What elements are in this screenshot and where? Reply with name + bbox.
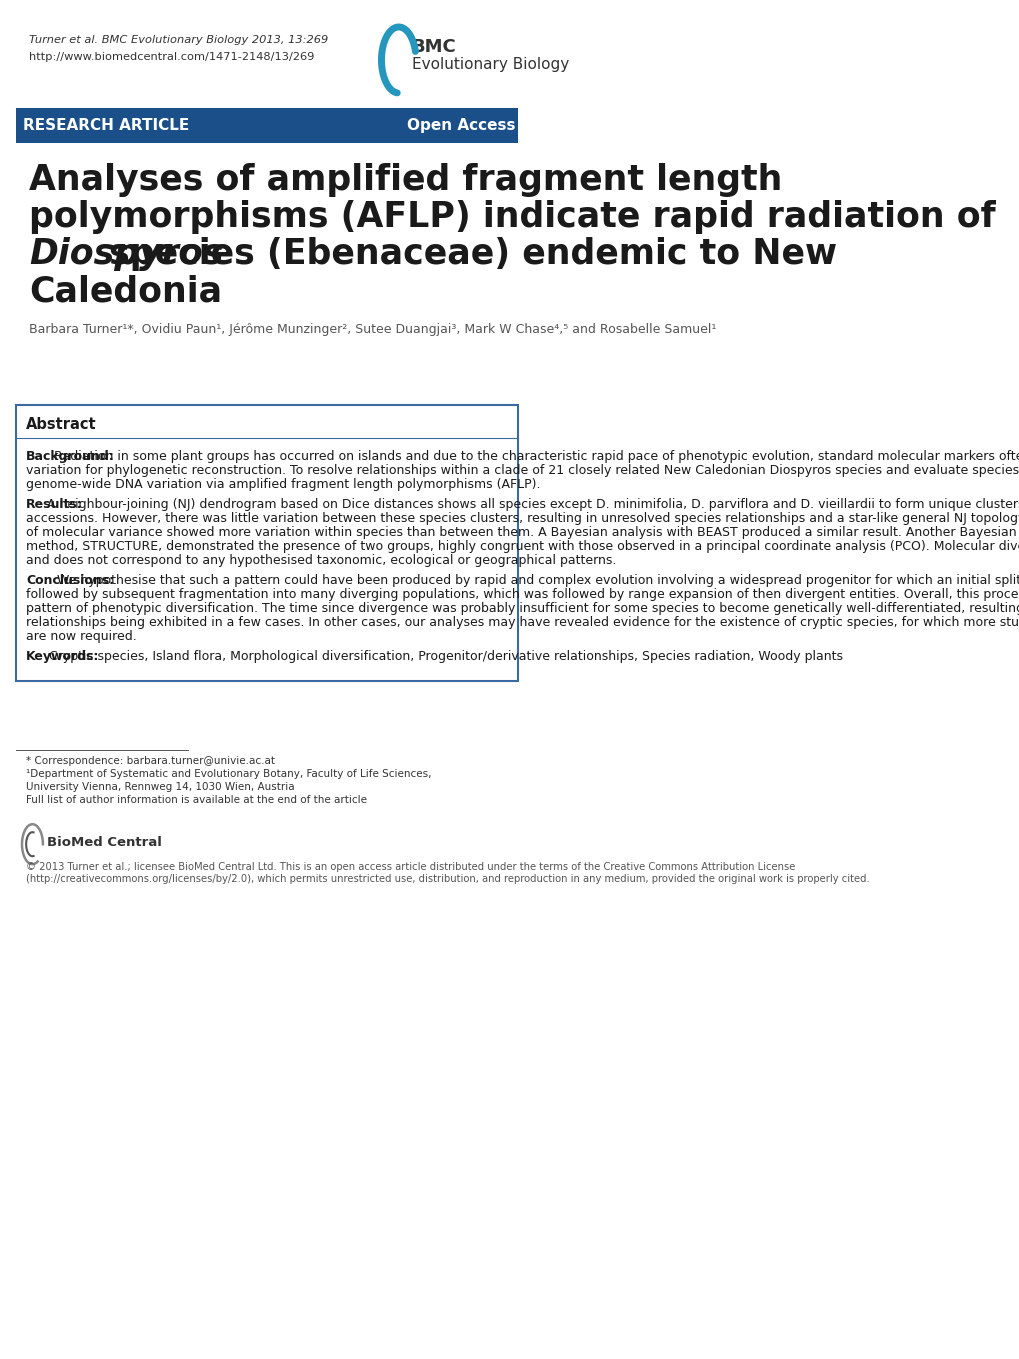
- Text: A neighbour-joining (NJ) dendrogram based on Dice distances shows all species ex: A neighbour-joining (NJ) dendrogram base…: [47, 499, 1019, 511]
- Text: University Vienna, Rennweg 14, 1030 Wien, Austria: University Vienna, Rennweg 14, 1030 Wien…: [26, 783, 294, 792]
- Text: BMC: BMC: [412, 38, 457, 56]
- Text: method, STRUCTURE, demonstrated the presence of two groups, highly congruent wit: method, STRUCTURE, demonstrated the pres…: [26, 540, 1019, 553]
- Text: variation for phylogenetic reconstruction. To resolve relationships within a cla: variation for phylogenetic reconstructio…: [26, 463, 1019, 477]
- Text: followed by subsequent fragmentation into many diverging populations, which was : followed by subsequent fragmentation int…: [26, 588, 1019, 601]
- Text: RESEARCH ARTICLE: RESEARCH ARTICLE: [23, 118, 190, 133]
- Text: of molecular variance showed more variation within species than between them. A : of molecular variance showed more variat…: [26, 526, 1019, 540]
- Text: ¹Department of Systematic and Evolutionary Botany, Faculty of Life Sciences,: ¹Department of Systematic and Evolutiona…: [26, 769, 431, 779]
- Bar: [15, 107, 518, 143]
- Text: Full list of author information is available at the end of the article: Full list of author information is avail…: [26, 795, 367, 805]
- Text: Turner et al. BMC Evolutionary Biology 2013, 13:269: Turner et al. BMC Evolutionary Biology 2…: [29, 35, 328, 45]
- Text: accessions. However, there was little variation between these species clusters, : accessions. However, there was little va…: [26, 512, 1019, 525]
- Text: Results:: Results:: [26, 499, 83, 511]
- Text: Background:: Background:: [26, 450, 115, 463]
- Text: We hypothesise that such a pattern could have been produced by rapid and complex: We hypothesise that such a pattern could…: [57, 575, 1019, 587]
- Text: Abstract: Abstract: [26, 417, 97, 432]
- Text: Keywords:: Keywords:: [26, 651, 100, 663]
- Text: Evolutionary Biology: Evolutionary Biology: [412, 57, 569, 72]
- Text: genome-wide DNA variation via amplified fragment length polymorphisms (AFLP).: genome-wide DNA variation via amplified …: [26, 477, 540, 491]
- Text: BioMed Central: BioMed Central: [47, 836, 162, 849]
- Text: pattern of phenotypic diversification. The time since divergence was probably in: pattern of phenotypic diversification. T…: [26, 602, 1019, 616]
- Text: © 2013 Turner et al.; licensee BioMed Central Ltd. This is an open access articl: © 2013 Turner et al.; licensee BioMed Ce…: [26, 862, 869, 883]
- Text: Open Access: Open Access: [407, 118, 516, 133]
- Text: and does not correspond to any hypothesised taxonomic, ecological or geographica: and does not correspond to any hypothesi…: [26, 553, 615, 567]
- Text: polymorphisms (AFLP) indicate rapid radiation of: polymorphisms (AFLP) indicate rapid radi…: [29, 200, 995, 234]
- Text: Diospyros: Diospyros: [29, 236, 223, 270]
- Text: * Correspondence: barbara.turner@univie.ac.at: * Correspondence: barbara.turner@univie.…: [26, 756, 275, 766]
- Text: Cryptic species, Island flora, Morphological diversification, Progenitor/derivat: Cryptic species, Island flora, Morpholog…: [49, 651, 843, 663]
- Text: species (Ebenaceae) endemic to New: species (Ebenaceae) endemic to New: [97, 236, 837, 270]
- Text: Caledonia: Caledonia: [29, 275, 222, 308]
- FancyBboxPatch shape: [15, 405, 518, 681]
- Text: Analyses of amplified fragment length: Analyses of amplified fragment length: [29, 163, 782, 197]
- Text: are now required.: are now required.: [26, 629, 137, 643]
- Text: http://www.biomedcentral.com/1471-2148/13/269: http://www.biomedcentral.com/1471-2148/1…: [29, 52, 314, 63]
- Text: Radiation in some plant groups has occurred on islands and due to the characteri: Radiation in some plant groups has occur…: [54, 450, 1019, 463]
- Text: Conclusions:: Conclusions:: [26, 575, 114, 587]
- Text: Barbara Turner¹*, Ovidiu Paun¹, Jérôme Munzinger², Sutee Duangjai³, Mark W Chase: Barbara Turner¹*, Ovidiu Paun¹, Jérôme M…: [29, 323, 715, 336]
- Text: relationships being exhibited in a few cases. In other cases, our analyses may h: relationships being exhibited in a few c…: [26, 616, 1019, 629]
